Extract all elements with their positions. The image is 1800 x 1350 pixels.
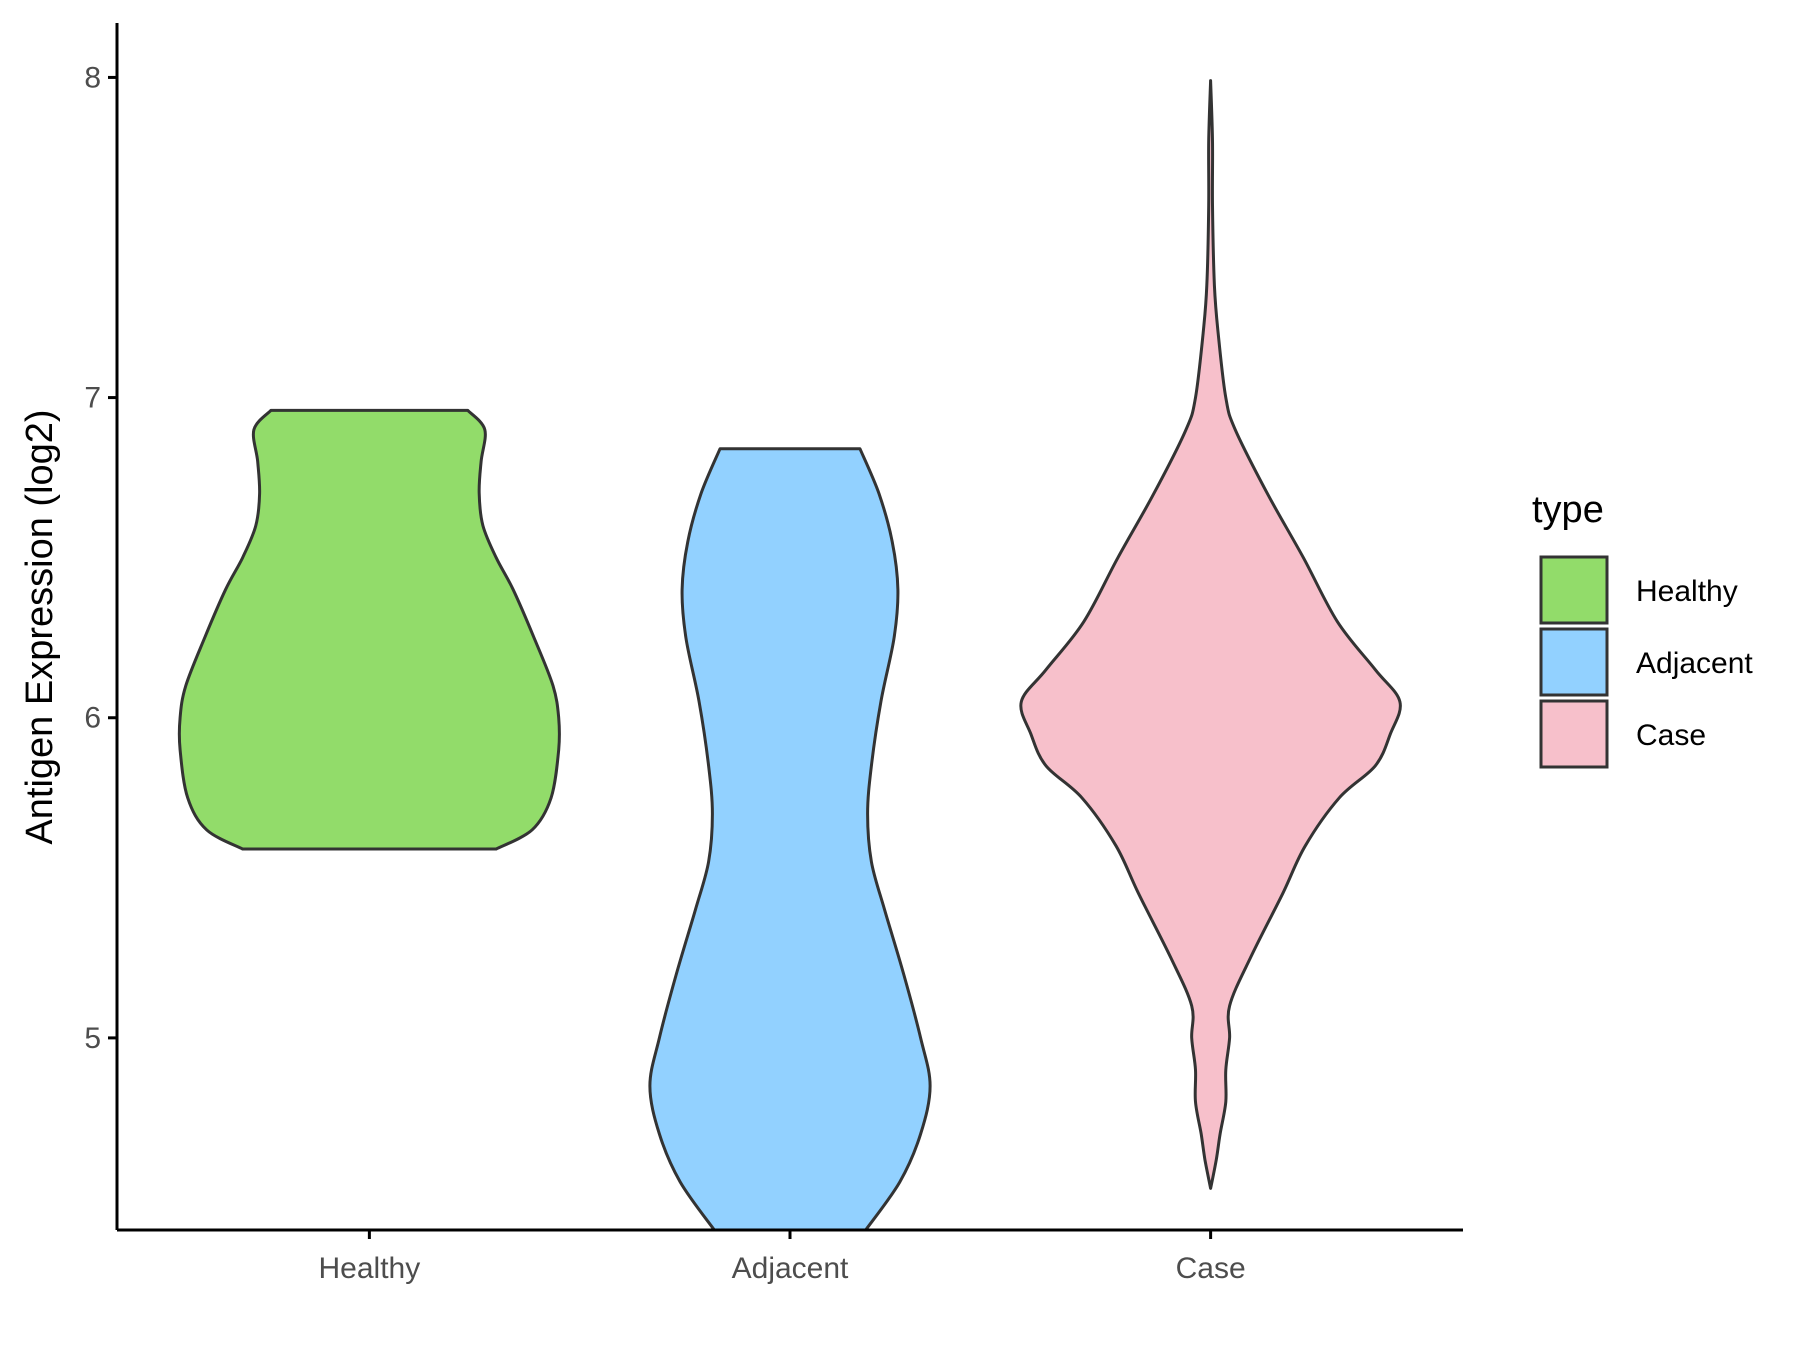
legend-swatch-healthy: [1539, 555, 1609, 625]
legend: type Healthy Adjacent Case: [1532, 489, 1753, 769]
violin-adjacent: [648, 447, 932, 1232]
y-axis-ticks: 5 6 7 8: [84, 61, 117, 1055]
y-tick-label: 8: [84, 61, 101, 94]
x-tick-label: Healthy: [319, 1252, 421, 1285]
x-axis-ticks: Healthy Adjacent Case: [319, 1230, 1246, 1285]
legend-label-healthy: Healthy: [1636, 575, 1738, 608]
legend-label-adjacent: Adjacent: [1636, 647, 1753, 680]
violin-healthy: [177, 408, 561, 851]
y-tick-label: 7: [84, 382, 101, 415]
violin-layer: [177, 79, 1402, 1232]
legend-swatch-case: [1539, 699, 1609, 769]
legend-title: type: [1532, 489, 1604, 531]
x-tick-label: Adjacent: [732, 1252, 849, 1285]
x-tick-label: Case: [1176, 1252, 1246, 1285]
y-axis-title: Antigen Expression (log2): [19, 409, 61, 844]
violin-case: [1019, 79, 1402, 1190]
y-tick-label: 6: [84, 702, 101, 735]
legend-swatch-adjacent: [1539, 627, 1609, 697]
y-tick-label: 5: [84, 1022, 101, 1055]
legend-label-case: Case: [1636, 719, 1706, 752]
